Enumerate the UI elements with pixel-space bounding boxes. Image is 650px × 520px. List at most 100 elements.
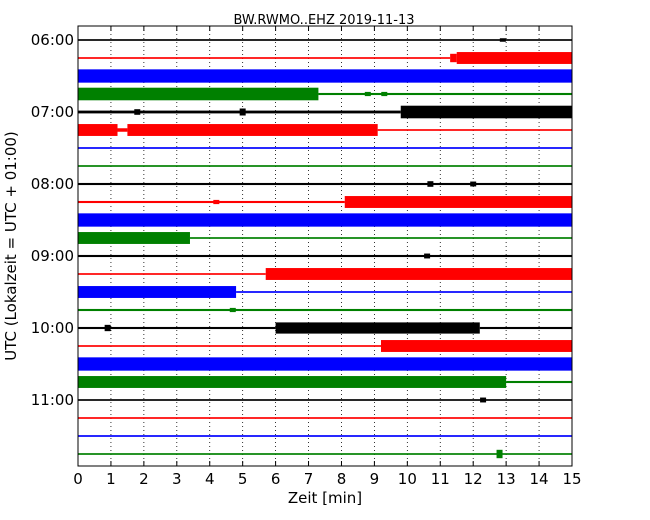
trace-0915	[78, 268, 572, 280]
trace-segment	[78, 345, 381, 347]
trace-spike	[499, 38, 506, 42]
trace-segment	[479, 326, 572, 330]
trace-0845	[78, 232, 572, 244]
trace-0645	[78, 87, 572, 101]
chart-title: BW.RWMO..EHZ 2019-11-13	[233, 13, 414, 28]
trace-1045	[78, 376, 572, 388]
trace-segment	[78, 286, 237, 298]
trace-segment	[78, 165, 572, 167]
trace-segment	[78, 110, 401, 114]
trace-0730	[78, 147, 572, 149]
grid	[110, 26, 540, 466]
trace-segment	[380, 340, 572, 352]
x-axis-label: Zeit [min]	[288, 489, 362, 507]
trace-segment	[78, 124, 118, 136]
trace-0900	[78, 253, 572, 259]
trace-segment	[189, 237, 572, 239]
trace-1015	[78, 340, 572, 352]
trace-segment	[117, 128, 128, 132]
y-tick-label: 06:00	[31, 31, 74, 49]
x-tick-label: 2	[139, 470, 149, 488]
x-tick-label: 9	[370, 470, 380, 488]
x-tick-label: 8	[337, 470, 347, 488]
trace-segment	[78, 453, 572, 455]
trace-segment	[344, 196, 572, 208]
trace-segment	[78, 357, 572, 371]
trace-segment	[78, 39, 572, 41]
trace-0745	[78, 165, 572, 167]
x-tick-label: 4	[205, 470, 215, 488]
trace-segment	[78, 213, 572, 227]
trace-spike	[496, 449, 503, 459]
trace-1115	[78, 417, 572, 419]
y-axis-label: UTC (Lokalzeit = UTC + 01:00)	[2, 131, 20, 361]
y-tick-label: 11:00	[31, 391, 74, 409]
y-axis: 06:00 07:00 08:00 09:00 10:00 11:00	[31, 31, 572, 409]
trace-segment	[236, 291, 572, 293]
trace-segment	[275, 322, 480, 334]
x-tick-label: 6	[271, 470, 281, 488]
traces	[78, 38, 572, 459]
trace-segment	[318, 92, 572, 96]
trace-0615	[78, 52, 572, 64]
trace-1145	[78, 449, 572, 459]
trace-segment	[78, 200, 345, 204]
y-tick-label: 10:00	[31, 319, 74, 337]
x-tick-label: 12	[464, 470, 483, 488]
x-tick-label: 10	[398, 470, 417, 488]
x-tick-label: 14	[530, 470, 549, 488]
trace-1130	[78, 435, 572, 437]
trace-0600	[78, 38, 572, 42]
trace-segment	[78, 308, 572, 312]
trace-spike	[239, 108, 246, 116]
trace-segment	[78, 376, 507, 388]
trace-segment	[78, 417, 572, 419]
plot-frame	[77, 25, 573, 467]
trace-spike	[427, 181, 434, 187]
trace-0700	[78, 105, 572, 119]
trace-segment	[78, 57, 451, 59]
x-tick-label: 15	[562, 470, 581, 488]
trace-segment	[78, 435, 572, 437]
trace-segment	[506, 380, 572, 384]
y-tick-label: 09:00	[31, 247, 74, 265]
trace-spike	[364, 91, 371, 97]
trace-segment	[450, 53, 457, 63]
trace-spike	[381, 91, 388, 97]
trace-segment	[78, 254, 572, 258]
trace-0630	[78, 69, 572, 83]
trace-segment	[127, 124, 378, 136]
trace-spike	[424, 253, 431, 259]
trace-0800	[78, 181, 572, 187]
x-tick-label: 7	[304, 470, 314, 488]
trace-0945	[78, 307, 572, 313]
trace-0715	[78, 124, 572, 136]
x-tick-label: 3	[172, 470, 182, 488]
trace-segment	[78, 87, 319, 101]
trace-0930	[78, 286, 572, 298]
trace-spike	[229, 307, 236, 313]
trace-segment	[78, 69, 572, 83]
trace-segment	[377, 129, 572, 131]
trace-segment	[265, 268, 572, 280]
trace-segment	[78, 273, 266, 275]
y-tick-label: 07:00	[31, 103, 74, 121]
x-tick-label: 11	[431, 470, 450, 488]
trace-1100	[78, 397, 572, 403]
trace-0815	[78, 196, 572, 208]
trace-1030	[78, 357, 572, 371]
x-axis: 0 1 2 3 4 5 6 7 8 9 10 11 12 13 14 15	[73, 26, 582, 488]
trace-segment	[78, 182, 572, 186]
trace-0830	[78, 213, 572, 227]
trace-segment	[456, 52, 572, 64]
trace-segment	[78, 232, 190, 244]
trace-segment	[78, 326, 276, 330]
trace-segment	[78, 147, 572, 149]
trace-spike	[213, 199, 220, 205]
trace-spike	[470, 181, 477, 187]
trace-spike	[480, 397, 487, 403]
trace-spike	[104, 324, 111, 332]
x-tick-label: 13	[497, 470, 516, 488]
trace-spike	[134, 109, 141, 115]
